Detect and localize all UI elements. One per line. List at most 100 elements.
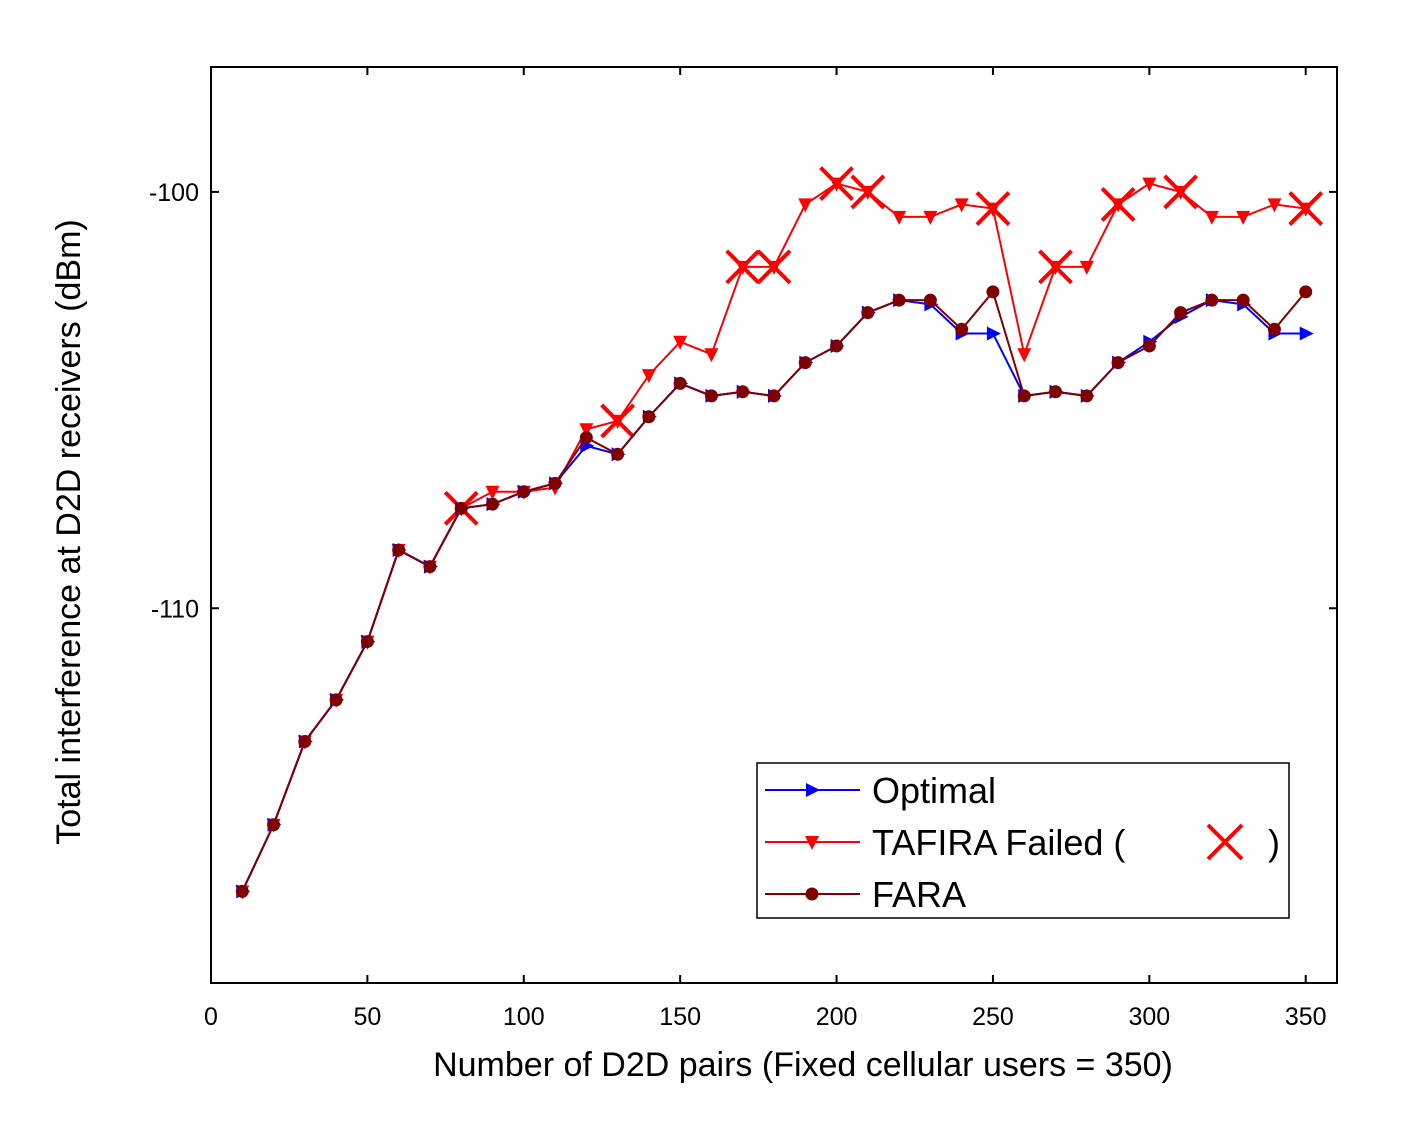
data-point bbox=[1205, 293, 1219, 307]
data-point bbox=[454, 501, 468, 515]
data-point bbox=[1049, 385, 1062, 399]
failed-cross-stroke bbox=[756, 249, 792, 285]
data-point bbox=[642, 410, 656, 424]
data-point bbox=[1267, 198, 1282, 213]
x-tick-label: 100 bbox=[503, 1003, 545, 1031]
data-point bbox=[955, 322, 969, 336]
failed-marker bbox=[725, 249, 761, 285]
x-tick-label: 300 bbox=[1128, 1003, 1170, 1031]
data-point bbox=[486, 497, 499, 511]
y-tick-label: -100 bbox=[149, 179, 199, 207]
data-point bbox=[1299, 326, 1314, 341]
failed-cross-stroke bbox=[1038, 249, 1073, 285]
data-point bbox=[1236, 293, 1250, 307]
legend-marker bbox=[805, 887, 819, 901]
data-point bbox=[1236, 210, 1251, 225]
data-point bbox=[392, 543, 406, 557]
x-tick-label: 0 bbox=[204, 1003, 218, 1031]
legend-closing-paren: ) bbox=[1268, 822, 1280, 863]
data-point bbox=[517, 485, 531, 499]
data-point bbox=[329, 693, 343, 707]
data-point bbox=[986, 326, 1001, 341]
x-tick-label: 250 bbox=[972, 1003, 1014, 1031]
data-point bbox=[298, 735, 312, 749]
data-point bbox=[1142, 339, 1156, 353]
data-point bbox=[736, 385, 750, 399]
failed-cross-stroke bbox=[600, 403, 636, 439]
failed-cross-stroke bbox=[725, 249, 761, 285]
data-point bbox=[923, 210, 938, 225]
failed-marker bbox=[850, 174, 886, 210]
legend-failed-marker bbox=[1206, 823, 1244, 861]
data-point bbox=[579, 431, 593, 445]
failed-marker bbox=[1288, 191, 1324, 226]
failed-cross-stroke bbox=[819, 166, 854, 201]
x-tick-label: 50 bbox=[353, 1003, 381, 1031]
y-tick-label: -110 bbox=[151, 595, 199, 623]
data-point bbox=[1080, 389, 1094, 403]
x-tick-label: 150 bbox=[659, 1003, 701, 1031]
legend-label: TAFIRA Failed ( bbox=[872, 822, 1125, 863]
x-axis-title: Number of D2D pairs (Fixed cellular user… bbox=[433, 1046, 1173, 1084]
axis-ticks: 0 50 100 150 200 250 300 350 -100 -110 bbox=[149, 67, 1337, 1031]
failed-marker bbox=[756, 249, 792, 285]
data-point bbox=[923, 293, 937, 307]
failed-cross-stroke bbox=[850, 174, 886, 210]
series-fara bbox=[235, 285, 1313, 898]
data-point bbox=[704, 389, 718, 403]
data-point bbox=[954, 198, 969, 213]
failed-marker bbox=[975, 191, 1011, 226]
legend-label: FARA bbox=[872, 874, 966, 915]
failed-marker bbox=[600, 403, 636, 439]
data-point bbox=[641, 369, 656, 384]
data-point bbox=[423, 560, 437, 574]
x-tick-label: 200 bbox=[816, 1003, 858, 1031]
data-point bbox=[892, 293, 906, 307]
legend-box bbox=[756, 762, 1290, 919]
failed-cross-stroke bbox=[1163, 174, 1199, 210]
data-point bbox=[1017, 348, 1032, 363]
data-point bbox=[1111, 356, 1125, 370]
series-layer bbox=[235, 166, 1324, 900]
legend: Optimal TAFIRA Failed ( FARA) bbox=[756, 762, 1290, 919]
data-point bbox=[1017, 389, 1031, 403]
data-point bbox=[673, 376, 687, 390]
data-point bbox=[986, 285, 1000, 299]
failed-cross-stroke bbox=[975, 191, 1011, 226]
data-point bbox=[235, 884, 249, 898]
data-point bbox=[579, 423, 594, 438]
failed-marker bbox=[1100, 186, 1136, 222]
failed-marker bbox=[1038, 249, 1073, 285]
x-tick-label: 350 bbox=[1285, 1003, 1327, 1031]
data-point bbox=[1299, 285, 1313, 299]
plot-frame bbox=[210, 66, 1338, 984]
data-point bbox=[1204, 210, 1219, 225]
failed-marker bbox=[819, 166, 854, 201]
data-point bbox=[611, 447, 625, 461]
data-point bbox=[892, 210, 907, 225]
data-point bbox=[798, 198, 813, 213]
failed-cross-stroke bbox=[1288, 191, 1324, 226]
failed-cross-stroke bbox=[1100, 186, 1136, 222]
failed-marker bbox=[1163, 174, 1199, 210]
legend-label: Optimal bbox=[872, 770, 996, 811]
data-point bbox=[485, 485, 500, 500]
legend-marker bbox=[806, 783, 820, 797]
data-point bbox=[360, 635, 374, 649]
data-point bbox=[1142, 177, 1157, 192]
data-point bbox=[267, 818, 281, 832]
data-point bbox=[704, 348, 719, 363]
data-point bbox=[1079, 260, 1094, 275]
data-point bbox=[548, 476, 562, 490]
data-point bbox=[798, 356, 812, 370]
y-axis-title: Total interference at D2D receivers (dBm… bbox=[50, 219, 88, 844]
failed-cross-stroke bbox=[1206, 823, 1244, 861]
data-point bbox=[673, 335, 688, 350]
data-point bbox=[830, 339, 844, 353]
legend-marker bbox=[805, 836, 819, 850]
data-point bbox=[767, 389, 781, 403]
data-point bbox=[861, 306, 875, 320]
data-point bbox=[1174, 306, 1188, 320]
data-point bbox=[1267, 322, 1281, 336]
